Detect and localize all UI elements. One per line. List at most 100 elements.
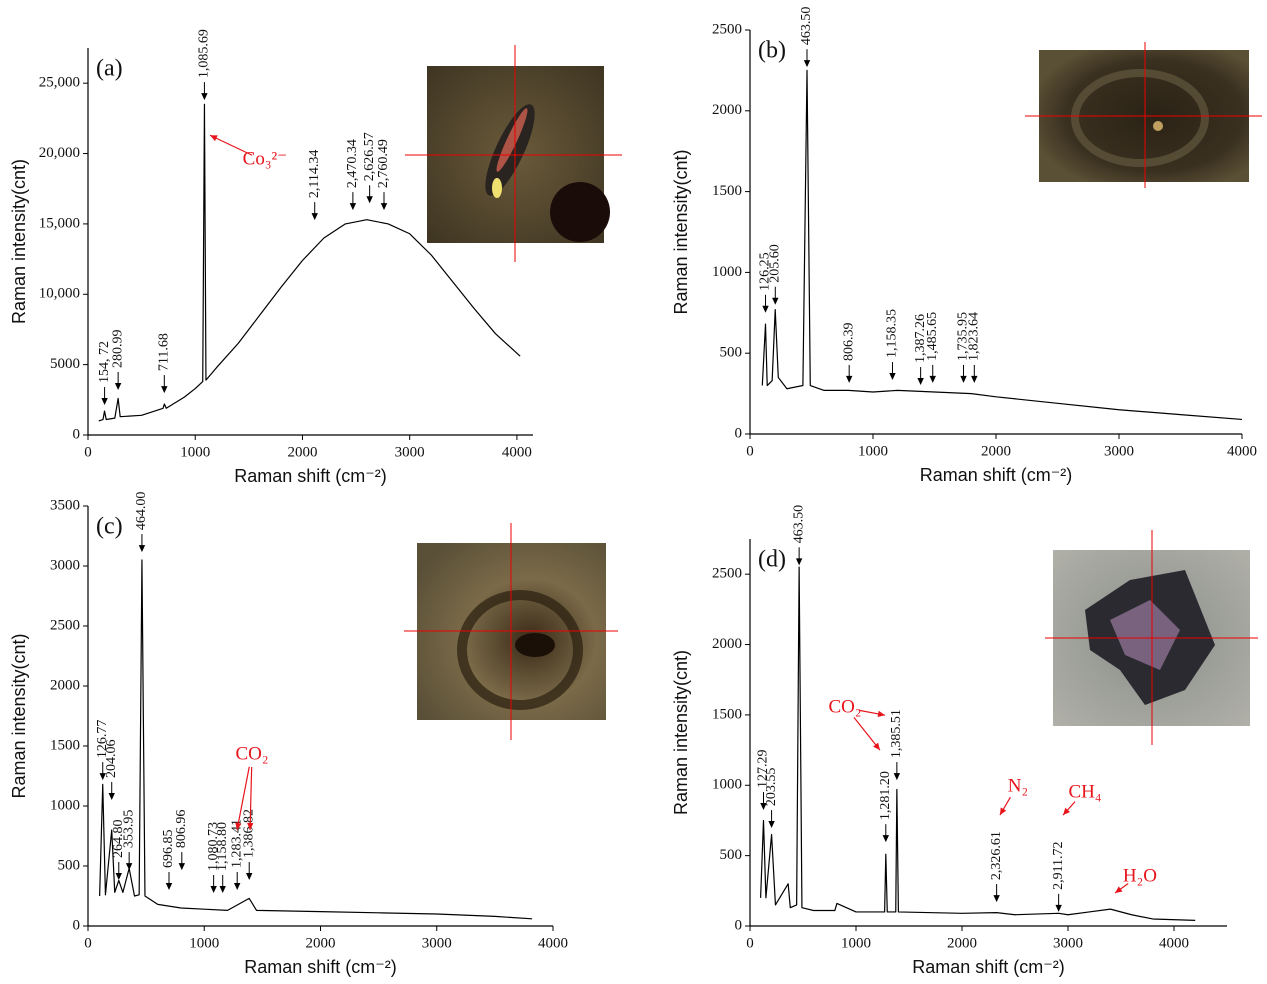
- peak-label: 711.68: [157, 333, 172, 371]
- peak-arrowhead: [762, 305, 769, 313]
- panel: 0 1000 2000 3000 4000 0 5000 10,000 15,000 20,000…: [9, 29, 533, 486]
- y-axis-title: Raman intensity(cnt): [671, 650, 691, 815]
- peak-label: 205.60: [768, 244, 783, 283]
- y-tick-label: 2500: [50, 617, 80, 633]
- y-tick-label: 2000: [712, 102, 742, 118]
- peak-arrowhead: [760, 803, 767, 811]
- x-tick-label: 1000: [180, 444, 210, 460]
- species-arrowhead: [1114, 886, 1123, 894]
- x-tick-label: 2000: [947, 935, 977, 951]
- y-tick-label: 15,000: [39, 215, 80, 231]
- y-tick-label: 10,000: [39, 286, 80, 302]
- x-tick-label: 3000: [1104, 443, 1134, 459]
- peak-label: 463.50: [799, 7, 814, 46]
- peak-label: 2,911.72: [1051, 841, 1066, 889]
- peak-arrowhead: [161, 386, 168, 394]
- peak-arrowhead: [882, 835, 890, 843]
- panel: 0 1000 2000 3000 4000 0 500 1000 1500 2000 2500 300…: [9, 492, 568, 977]
- y-tick-label: 0: [735, 917, 743, 933]
- x-tick-label: 4000: [502, 444, 532, 460]
- inset-photo: [404, 523, 618, 740]
- species-arrowhead: [210, 135, 218, 142]
- peak-label: 264.80: [111, 820, 126, 859]
- peak-label: 1,823.64: [967, 312, 982, 361]
- y-axis-title: Raman intensity(cnt): [9, 159, 29, 324]
- peak-label: 463.50: [791, 505, 806, 544]
- x-tick-label: 4000: [538, 935, 568, 951]
- peak-label: 204.06: [104, 740, 119, 779]
- peak-arrowhead: [125, 863, 133, 871]
- peak-arrowhead: [795, 558, 803, 566]
- peak-label: 353.95: [121, 810, 136, 849]
- y-tick-label: 2000: [712, 636, 742, 652]
- peak-arrowhead: [772, 297, 779, 305]
- spectrum-line: [761, 69, 1243, 421]
- peak-arrowhead: [165, 883, 173, 890]
- y-tick-label: 2000: [50, 677, 80, 693]
- x-axis-title: Raman shift (cm⁻²): [244, 957, 397, 977]
- spectrum-line: [98, 103, 521, 422]
- y-tick-label: 2500: [712, 21, 742, 37]
- x-tick-label: 2000: [981, 443, 1011, 459]
- peak-label: 280.99: [110, 329, 125, 368]
- species-arrowhead: [999, 807, 1007, 816]
- peak-arrowhead: [246, 873, 253, 881]
- peak-arrowhead: [108, 793, 115, 800]
- peak-arrowhead: [993, 895, 1000, 903]
- y-tick-label: 1000: [712, 777, 742, 793]
- y-axis-title: Raman intensity(cnt): [9, 633, 29, 798]
- species-arrowhead: [873, 742, 880, 751]
- x-tick-label: 0: [746, 443, 754, 459]
- x-tick-label: 1000: [858, 443, 888, 459]
- peak-arrowhead: [114, 382, 122, 390]
- peak-arrowhead: [219, 886, 226, 893]
- panel-label: (b): [758, 38, 786, 64]
- peak-arrowhead: [233, 883, 241, 890]
- peak-label: 1,735.95: [956, 312, 971, 361]
- y-tick-label: 2500: [712, 566, 742, 582]
- peak-arrowhead: [803, 60, 811, 68]
- species-arrowhead: [247, 822, 254, 830]
- peak-arrowhead: [380, 203, 388, 211]
- panel-label: (c): [96, 514, 123, 540]
- peak-arrowhead: [845, 375, 853, 383]
- peak-label: 1,158.80: [215, 822, 230, 871]
- y-tick-label: 25,000: [39, 75, 80, 91]
- peak-label: 1,158.35: [885, 309, 900, 358]
- y-tick-label: 20,000: [39, 145, 80, 161]
- peak-arrowhead: [889, 373, 896, 381]
- inset-photo: [1025, 42, 1262, 188]
- x-tick-label: 4000: [1227, 443, 1257, 459]
- peak-arrowhead: [917, 378, 924, 386]
- panel: 0 1000 2000 3000 4000 0 500 1000 1500 2000 2500 Ram…: [671, 7, 1257, 485]
- y-tick-label: 500: [720, 847, 743, 863]
- peak-label: 1,386.82: [241, 809, 256, 858]
- species-label: N₂: [1008, 775, 1028, 796]
- species-arrowhead: [877, 710, 886, 718]
- x-tick-label: 2000: [306, 935, 336, 951]
- x-tick-label: 2000: [287, 444, 317, 460]
- x-tick-label: 0: [84, 444, 92, 460]
- peak-label: 806.96: [174, 810, 189, 849]
- y-tick-label: 5000: [50, 356, 80, 372]
- x-tick-label: 3000: [422, 935, 452, 951]
- species-arrow: [249, 766, 253, 831]
- peak-label: 127.29: [756, 750, 771, 789]
- peak-arrowhead: [1055, 904, 1062, 912]
- peak-arrowhead: [960, 375, 967, 383]
- y-tick-label: 500: [720, 345, 743, 361]
- peak-arrowhead: [138, 545, 146, 553]
- species-arrow: [209, 134, 253, 156]
- x-tick-label: 4000: [1159, 935, 1189, 951]
- peak-label: 806.39: [841, 322, 856, 361]
- peak-arrowhead: [311, 213, 318, 221]
- x-tick-label: 0: [84, 935, 92, 951]
- peak-label: 464.00: [134, 492, 149, 531]
- peak-label: 126.25: [758, 252, 773, 291]
- y-tick-label: 1500: [712, 183, 742, 199]
- y-tick-label: 3000: [50, 557, 80, 573]
- peak-label: 1,385.51: [889, 709, 904, 758]
- spectrum-line: [760, 566, 1196, 921]
- x-tick-label: 3000: [395, 444, 425, 460]
